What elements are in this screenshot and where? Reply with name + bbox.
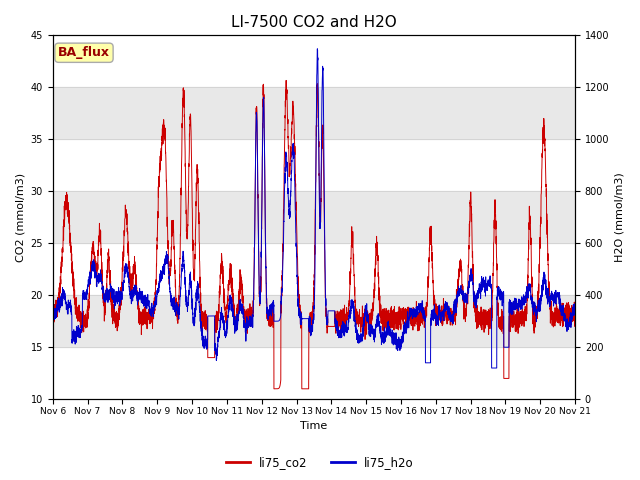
Legend: li75_co2, li75_h2o: li75_co2, li75_h2o — [221, 452, 419, 474]
X-axis label: Time: Time — [300, 421, 328, 432]
Bar — [52, 191, 575, 243]
Bar — [52, 87, 575, 139]
Title: LI-7500 CO2 and H2O: LI-7500 CO2 and H2O — [231, 15, 397, 30]
Y-axis label: H2O (mmol/m3): H2O (mmol/m3) — [615, 172, 625, 262]
Text: BA_flux: BA_flux — [58, 46, 110, 59]
Y-axis label: CO2 (mmol/m3): CO2 (mmol/m3) — [15, 173, 25, 262]
Bar — [52, 295, 575, 347]
